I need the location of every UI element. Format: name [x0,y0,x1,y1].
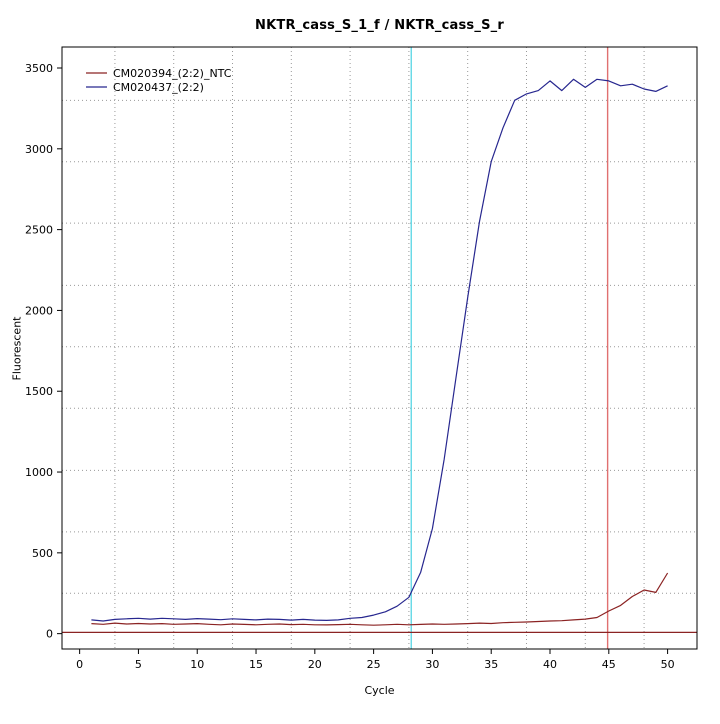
x-tick-label: 35 [484,658,498,671]
chart-title: NKTR_cass_S_1_f / NKTR_cass_S_r [255,18,504,33]
x-tick-label: 10 [190,658,204,671]
y-tick-label: 1500 [25,385,53,398]
x-tick-label: 30 [425,658,439,671]
y-tick-label: 2000 [25,304,53,317]
x-tick-label: 40 [543,658,557,671]
x-tick-label: 15 [249,658,263,671]
y-tick-label: 1000 [25,466,53,479]
series-line-CM020437_(2:2) [91,78,668,622]
y-tick-label: 2500 [25,224,53,237]
legend-label: CM020394_(2:2)_NTC [113,67,232,80]
series-line-CM020394_(2:2)_NTC [91,572,669,626]
x-tick-label: 50 [661,658,675,671]
x-tick-label: 20 [308,658,322,671]
x-tick-label: 5 [135,658,142,671]
x-axis-label: Cycle [364,684,395,697]
y-axis-label: Fluorescent [10,316,24,381]
y-tick-label: 3000 [25,143,53,156]
x-tick-label: 25 [367,658,381,671]
y-tick-label: 0 [46,628,53,641]
y-tick-label: 3500 [25,62,53,75]
legend-label: CM020437_(2:2) [113,81,204,94]
x-tick-label: 0 [76,658,83,671]
x-tick-label: 45 [602,658,616,671]
plot-border [61,46,698,650]
y-tick-label: 500 [32,547,53,560]
